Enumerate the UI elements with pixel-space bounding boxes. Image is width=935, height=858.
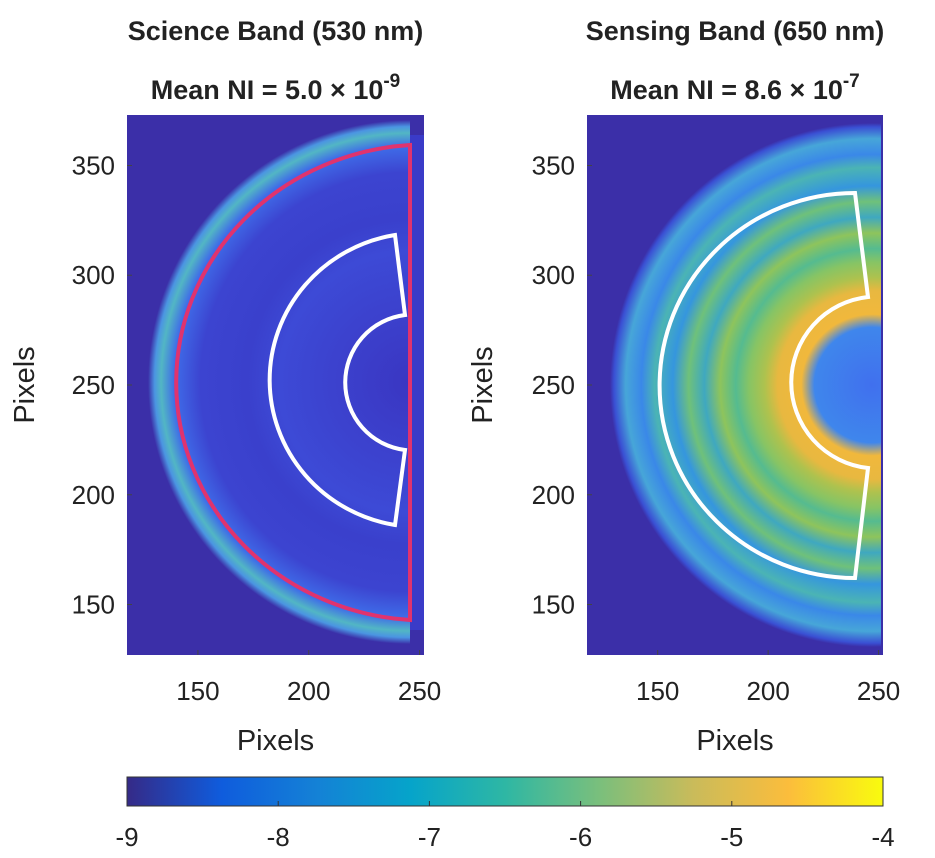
y-tick-label: 200 xyxy=(532,480,575,510)
x-tick-label: 150 xyxy=(176,676,219,706)
chart-layer: Science Band (530 nm)Mean NI = 5.0 × 10-… xyxy=(9,16,900,852)
y-tick-label: 200 xyxy=(72,480,115,510)
colorbar-tick-label: -5 xyxy=(720,822,743,852)
x-tick-label: 250 xyxy=(398,676,441,706)
chart-title: Sensing Band (650 nm) xyxy=(586,16,885,46)
y-tick-label: 150 xyxy=(532,590,575,620)
y-tick-label: 350 xyxy=(532,150,575,180)
chart-subtitle: Mean NI = 5.0 × 10-9 xyxy=(151,71,401,105)
y-tick-label: 350 xyxy=(72,150,115,180)
x-axis-label: Pixels xyxy=(696,725,773,757)
x-tick-label: 250 xyxy=(857,676,900,706)
subtitle-text: Mean NI = 8.6 × 10 xyxy=(610,75,843,105)
x-tick-label: 200 xyxy=(746,676,789,706)
subtitle-text: Mean NI = 5.0 × 10 xyxy=(151,75,384,105)
y-axis-label: Pixels xyxy=(9,346,41,423)
y-tick-label: 250 xyxy=(72,370,115,400)
x-axis-label: Pixels xyxy=(237,725,314,757)
heatmap-image xyxy=(127,115,424,655)
colorbar-tick-label: -6 xyxy=(569,822,592,852)
chart-title: Science Band (530 nm) xyxy=(128,16,424,46)
colorbar-tick-label: -8 xyxy=(267,822,290,852)
chart-subtitle: Mean NI = 8.6 × 10-7 xyxy=(610,71,860,105)
y-axis-label: Pixels xyxy=(467,346,499,423)
colorbar-tick-label: -9 xyxy=(115,822,138,852)
colorbar-tick-label: -7 xyxy=(418,822,441,852)
colorbar xyxy=(126,776,884,807)
x-tick-label: 150 xyxy=(636,676,679,706)
heatmap-image xyxy=(587,115,883,655)
y-tick-label: 250 xyxy=(532,370,575,400)
colorbar-tick-label: -4 xyxy=(871,822,894,852)
y-tick-label: 300 xyxy=(532,260,575,290)
subtitle-exponent: -7 xyxy=(843,71,860,92)
x-tick-label: 200 xyxy=(287,676,330,706)
subtitle-exponent: -9 xyxy=(383,71,400,92)
y-tick-label: 300 xyxy=(72,260,115,290)
y-tick-label: 150 xyxy=(72,590,115,620)
